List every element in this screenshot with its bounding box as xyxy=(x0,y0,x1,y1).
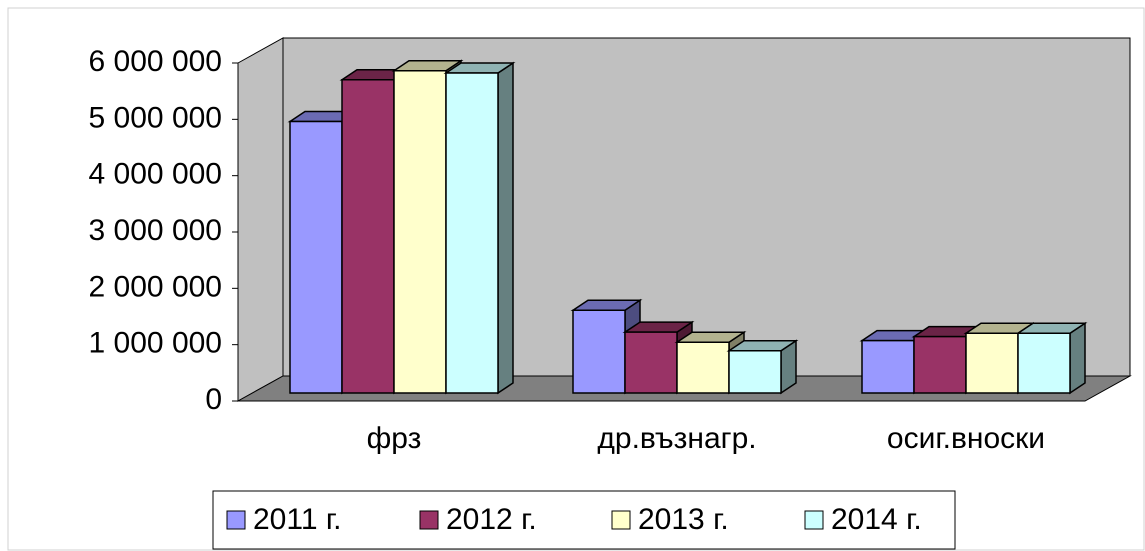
bar-front xyxy=(965,332,1019,394)
bar-front xyxy=(572,309,626,394)
bar xyxy=(443,61,516,395)
legend-swatch xyxy=(804,510,824,530)
x-tick-label: фрз xyxy=(367,422,422,455)
y-tick-label: 1 000 000 xyxy=(89,327,222,360)
side-wall xyxy=(237,37,284,402)
y-tick-label: 4 000 000 xyxy=(89,158,222,191)
legend-label: 2011 г. xyxy=(253,503,341,536)
bar-front xyxy=(728,350,782,394)
y-tick-label: 0 xyxy=(205,383,222,416)
bar xyxy=(1015,321,1088,395)
bar-front xyxy=(393,70,447,394)
bar-front xyxy=(676,341,730,394)
bar xyxy=(726,339,799,395)
bar-front xyxy=(1017,332,1071,394)
x-tick-label: др.възнагр. xyxy=(597,422,756,455)
y-tick-label: 5 000 000 xyxy=(89,101,222,134)
legend-swatch xyxy=(226,510,246,530)
y-tick-label: 2 000 000 xyxy=(89,270,222,303)
legend-label: 2014 г. xyxy=(831,503,922,536)
legend-label: 2012 г. xyxy=(446,503,537,536)
bar-front xyxy=(289,120,343,394)
bar-side xyxy=(1069,321,1086,395)
legend-swatch xyxy=(611,510,631,530)
bar-front xyxy=(445,72,499,394)
bar-side xyxy=(497,61,514,395)
legend-box xyxy=(212,490,956,550)
x-tick-label: осиг.вноски xyxy=(887,422,1045,455)
legend-swatch xyxy=(419,510,439,530)
bar-front xyxy=(913,335,967,394)
legend-label: 2013 г. xyxy=(638,503,729,536)
y-tick-label: 3 000 000 xyxy=(89,214,222,247)
bar-front xyxy=(624,331,678,394)
bar-front xyxy=(341,79,395,394)
bar-front xyxy=(861,339,915,394)
y-tick-label: 6 000 000 xyxy=(89,45,222,78)
